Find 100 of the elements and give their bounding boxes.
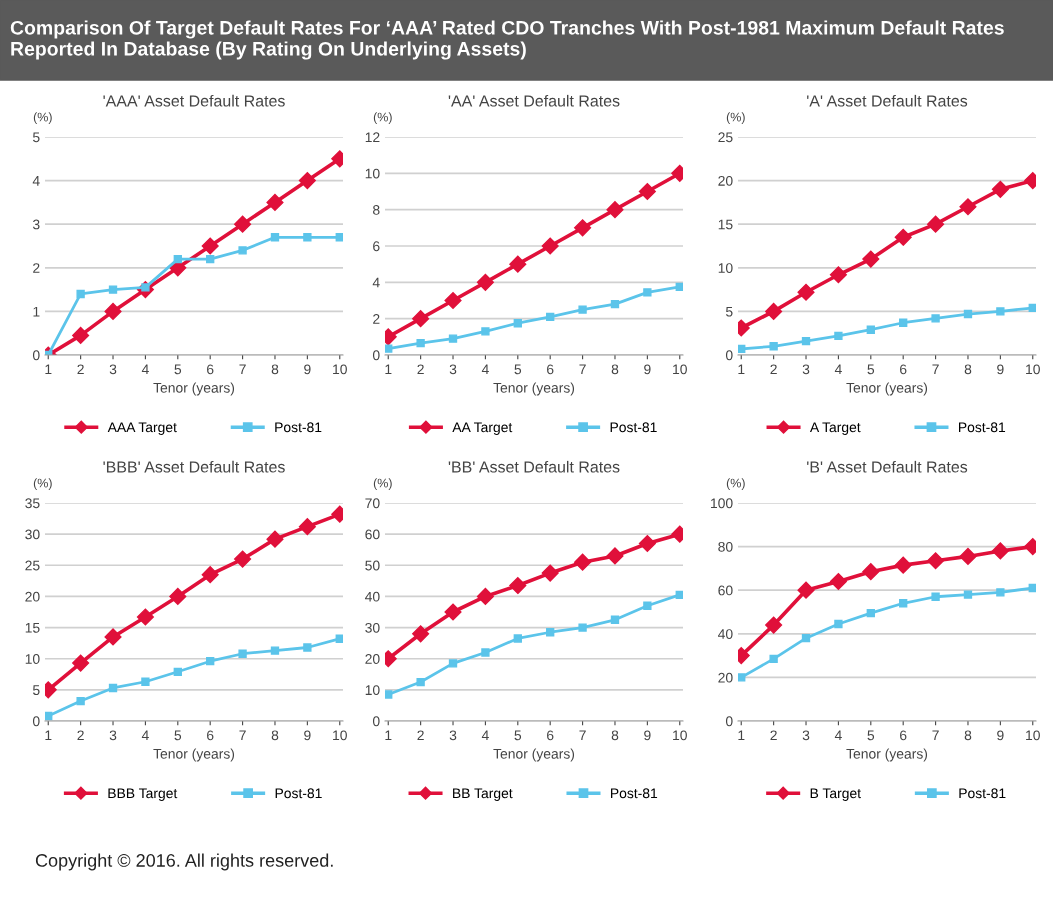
y-tick-label: 1	[33, 306, 40, 317]
x-tick-label: 10	[673, 730, 687, 741]
y-axis-title: (%)	[373, 478, 392, 490]
x-tick-label: 8	[271, 730, 279, 741]
y-tick-label: 60	[365, 529, 380, 540]
legend-label: BB Target	[453, 788, 513, 801]
legend-label: AA Target	[452, 422, 513, 435]
x-tick-label: 3	[449, 730, 457, 741]
y-tick-label: 20	[365, 654, 380, 664]
y-tick-label: 20	[718, 175, 733, 186]
x-tick-label: 6	[207, 364, 214, 375]
x-tick-label: 1	[385, 364, 392, 375]
x-tick-label: 1	[738, 730, 745, 741]
x-tick-label: 2	[77, 364, 84, 375]
x-tick-label: 6	[900, 364, 907, 375]
x-tick-label: 5	[867, 730, 875, 741]
x-tick-label: 1	[45, 364, 52, 375]
x-tick-label: 8	[964, 730, 972, 741]
legend-label: BBB Target	[108, 788, 178, 801]
y-tick-label: 20	[25, 591, 40, 602]
y-tick-label: 30	[365, 622, 380, 633]
y-axis-title: (%)	[33, 478, 52, 490]
x-tick-label: 4	[834, 364, 842, 375]
x-tick-label: 3	[109, 730, 117, 741]
y-tick-label: 25	[718, 132, 733, 143]
x-tick-label: 8	[611, 364, 619, 375]
x-tick-label: 10	[333, 364, 347, 375]
y-tick-label: 15	[718, 219, 733, 230]
chart-title: 'BBB' Asset Default Rates	[103, 460, 285, 473]
x-axis-title: Tenor (years)	[846, 382, 928, 396]
y-tick-label: 50	[365, 560, 380, 571]
y-tick-label: 8	[373, 205, 380, 215]
legend-label: A Target	[809, 422, 861, 435]
y-tick-label: 60	[718, 585, 733, 596]
y-tick-label: 0	[372, 716, 380, 727]
y-tick-label: 40	[718, 629, 733, 639]
y-axis-title: (%)	[373, 112, 392, 124]
chart-title: 'A' Asset Default Rates	[807, 94, 968, 107]
text: Copyright © 2016. All rights reserved.	[35, 853, 333, 871]
x-tick-label: 2	[770, 364, 777, 375]
chart-title: 'AA' Asset Default Rates	[448, 94, 620, 107]
x-axis-title: Tenor (years)	[493, 382, 575, 396]
x-tick-label: 6	[900, 730, 907, 741]
x-tick-label: 2	[770, 730, 777, 741]
x-tick-label: 1	[45, 730, 52, 741]
x-tick-label: 9	[304, 364, 311, 375]
x-tick-label: 7	[239, 730, 246, 741]
y-tick-label: 0	[32, 716, 40, 727]
y-tick-label: 100	[711, 498, 733, 509]
legend-label: Post-81	[959, 422, 1006, 433]
x-tick-label: 5	[174, 730, 182, 741]
y-tick-label: 2	[373, 314, 380, 324]
y-tick-label: 3	[32, 219, 40, 230]
y-tick-label: 0	[32, 350, 40, 361]
y-tick-label: 25	[25, 560, 40, 571]
y-tick-label: 10	[365, 685, 380, 696]
x-tick-label: 3	[802, 730, 810, 741]
x-tick-label: 9	[997, 730, 1004, 741]
legend-label: AAA Target	[107, 422, 177, 435]
y-tick-label: 0	[725, 350, 733, 361]
x-tick-label: 7	[932, 730, 939, 741]
x-tick-label: 7	[579, 730, 586, 741]
x-tick-label: 1	[385, 730, 392, 741]
x-tick-label: 5	[514, 364, 522, 375]
x-tick-label: 3	[109, 364, 117, 375]
y-axis-title: (%)	[726, 478, 745, 490]
x-tick-label: 4	[141, 730, 149, 741]
y-tick-label: 20	[718, 672, 733, 683]
legend-label: Post-81	[275, 788, 322, 799]
y-tick-label: 4	[32, 176, 40, 186]
y-tick-label: 35	[25, 498, 40, 509]
y-tick-label: 5	[32, 132, 40, 143]
x-tick-label: 2	[417, 730, 424, 741]
y-tick-label: 0	[372, 350, 380, 361]
x-tick-label: 3	[449, 364, 457, 375]
x-tick-label: 7	[932, 364, 939, 375]
x-tick-label: 1	[738, 364, 745, 375]
x-tick-label: 5	[174, 364, 182, 375]
x-tick-label: 6	[547, 364, 554, 375]
x-tick-label: 6	[207, 730, 214, 741]
x-axis-title: Tenor (years)	[153, 748, 235, 762]
x-axis-title: Tenor (years)	[153, 382, 235, 396]
x-tick-label: 9	[644, 730, 651, 741]
y-tick-label: 12	[365, 132, 380, 143]
legend-label: Post-81	[959, 788, 1006, 799]
y-tick-label: 0	[725, 716, 733, 727]
y-tick-label: 30	[25, 529, 40, 540]
legend-label: B Target	[810, 788, 861, 801]
y-tick-label: 6	[373, 241, 380, 252]
x-tick-label: 10	[673, 364, 687, 375]
text: Comparison Of Target Default Rates For ‘AAA’ Rated CDO Tranches With Post-1981 Maximum Default Rates Reported In Database (By Rating On Underlying Assets)	[10, 20, 1004, 60]
y-tick-label: 80	[718, 541, 733, 552]
y-tick-label: 70	[365, 498, 380, 509]
y-tick-label: 4	[372, 277, 380, 288]
x-axis-title: Tenor (years)	[846, 748, 928, 762]
legend-label: Post-81	[611, 788, 658, 799]
legend-label: Post-81	[610, 422, 657, 433]
x-tick-label: 10	[333, 730, 347, 741]
x-tick-label: 2	[77, 730, 84, 741]
x-tick-label: 8	[611, 730, 619, 741]
